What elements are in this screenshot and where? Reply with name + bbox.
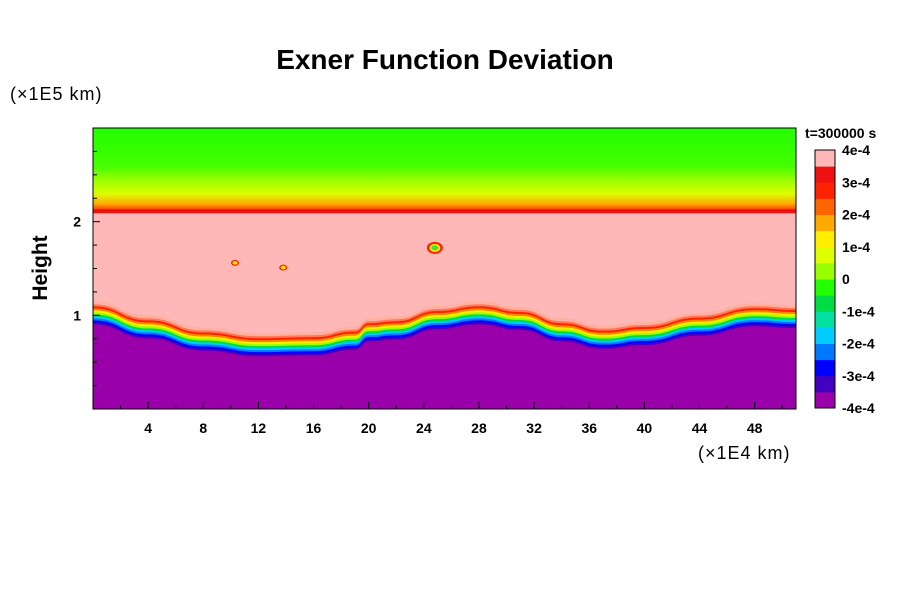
anomaly-spot-center bbox=[431, 245, 439, 251]
y-tick-label: 1 bbox=[73, 307, 81, 323]
colorbar-swatch bbox=[815, 359, 835, 377]
colorbar-swatch bbox=[815, 230, 835, 248]
colorbar-label: -3e-4 bbox=[842, 368, 875, 384]
x-tick-label: 40 bbox=[637, 420, 653, 436]
colorbar-swatch bbox=[815, 311, 835, 328]
colorbar-swatch bbox=[815, 343, 835, 361]
x-tick-label: 32 bbox=[526, 420, 542, 436]
colorbar-label: -4e-4 bbox=[842, 400, 875, 416]
colorbar-swatch bbox=[815, 198, 835, 215]
anomaly-spot-core bbox=[280, 265, 286, 270]
colorbar-label: 1e-4 bbox=[842, 239, 870, 255]
chart-title: Exner Function Deviation bbox=[276, 44, 614, 75]
x-tick-label: 24 bbox=[416, 420, 432, 436]
colorbar-swatch bbox=[815, 166, 835, 183]
x-tick-label: 4 bbox=[144, 420, 152, 436]
x-tick-label: 8 bbox=[199, 420, 207, 436]
colorbar-label: -2e-4 bbox=[842, 336, 875, 352]
upper-boundary bbox=[93, 209, 796, 214]
colorbar-swatch bbox=[815, 262, 835, 280]
x-tick-label: 20 bbox=[361, 420, 377, 436]
colorbar-swatch bbox=[815, 182, 835, 199]
x-tick-label: 36 bbox=[581, 420, 597, 436]
colorbar-label: -1e-4 bbox=[842, 303, 875, 319]
x-tick-label: 44 bbox=[692, 420, 708, 436]
x-tick-label: 48 bbox=[747, 420, 763, 436]
colorbar-label: 2e-4 bbox=[842, 207, 870, 223]
upper-layer bbox=[93, 128, 796, 213]
interface-band bbox=[93, 324, 796, 409]
x-tick-label: 12 bbox=[251, 420, 267, 436]
colorbar-swatch bbox=[815, 214, 835, 232]
y-tick-label: 2 bbox=[73, 214, 81, 230]
colorbar-swatch bbox=[815, 246, 835, 264]
colorbar-swatch bbox=[815, 375, 835, 393]
colorbar-swatch bbox=[815, 295, 835, 312]
colorbar-swatch bbox=[815, 391, 835, 409]
x-tick-label: 28 bbox=[471, 420, 487, 436]
colorbar-swatch bbox=[815, 279, 835, 296]
colorbar-swatch bbox=[815, 327, 835, 344]
colorbar-label: 3e-4 bbox=[842, 174, 870, 190]
colorbar-frame bbox=[814, 149, 836, 409]
colorbar-label: 0 bbox=[842, 271, 850, 287]
colorbar-label: 4e-4 bbox=[842, 142, 870, 158]
time-label: t=300000 s bbox=[805, 125, 877, 141]
anomaly-spot-core bbox=[232, 261, 238, 265]
colorbar-swatch bbox=[815, 150, 835, 167]
x-tick-label: 16 bbox=[306, 420, 322, 436]
y-axis-unit: (×1E5 km) bbox=[10, 84, 103, 104]
x-axis-unit: (×1E4 km) bbox=[698, 443, 791, 463]
